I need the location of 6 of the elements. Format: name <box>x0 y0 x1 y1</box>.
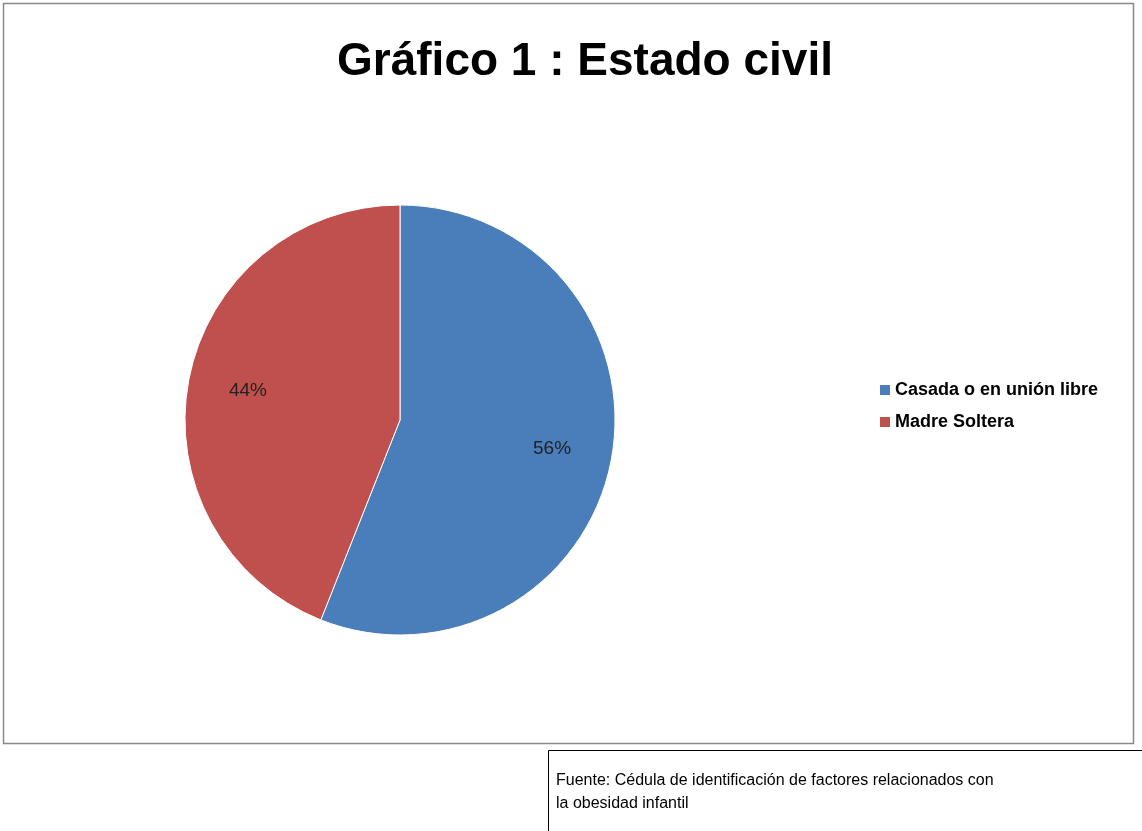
legend-label: Madre Soltera <box>895 410 1016 431</box>
chart-title: Gráfico 1 : Estado civil <box>337 33 833 85</box>
source-note: Fuente: Cédula de identificación de factores relacionados con la obesidad infantil <box>556 771 994 811</box>
data-label: 44% <box>228 379 268 401</box>
data-label: 56% <box>533 437 572 459</box>
legend-label: Casada o en unión libre <box>895 378 1099 399</box>
